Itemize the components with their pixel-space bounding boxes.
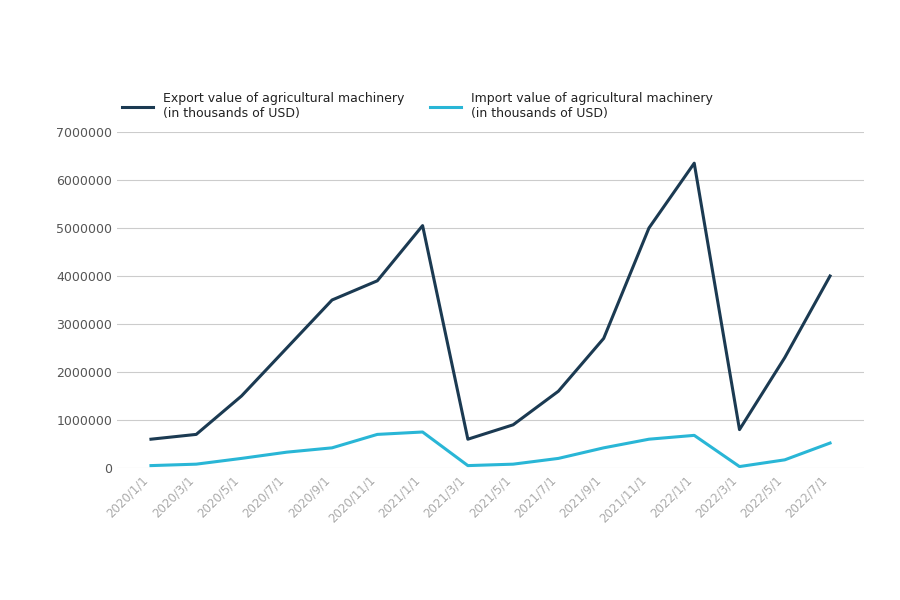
Import value of agricultural machinery
(in thousands of USD) [463,462,473,469]
Export value of agricultural machinery
(in thousands of USD) [327,296,338,304]
Import value of agricultural machinery
(in thousands of USD) [282,449,292,456]
Export value of agricultural machinery
(in thousands of USD) [418,222,428,229]
Export value of agricultural machinery
(in thousands of USD) [508,421,518,428]
Export value of agricultural machinery
(in thousands of USD) [824,272,835,280]
Export value of agricultural machinery
(in thousands of USD) [372,277,382,284]
Legend: Export value of agricultural machinery
(in thousands of USD), Import value of ag: Export value of agricultural machinery (… [117,87,718,125]
Import value of agricultural machinery
(in thousands of USD) [598,444,609,451]
Export value of agricultural machinery
(in thousands of USD) [236,392,247,400]
Export value of agricultural machinery
(in thousands of USD) [779,354,790,361]
Export value of agricultural machinery
(in thousands of USD) [688,160,699,167]
Export value of agricultural machinery
(in thousands of USD) [644,224,654,232]
Export value of agricultural machinery
(in thousands of USD) [463,436,473,443]
Import value of agricultural machinery
(in thousands of USD) [191,461,202,468]
Import value of agricultural machinery
(in thousands of USD) [508,461,518,468]
Import value of agricultural machinery
(in thousands of USD) [146,462,157,469]
Line: Import value of agricultural machinery
(in thousands of USD): Import value of agricultural machinery (… [151,432,830,467]
Import value of agricultural machinery
(in thousands of USD) [644,436,654,443]
Import value of agricultural machinery
(in thousands of USD) [418,428,428,436]
Import value of agricultural machinery
(in thousands of USD) [327,444,338,451]
Import value of agricultural machinery
(in thousands of USD) [734,463,745,470]
Export value of agricultural machinery
(in thousands of USD) [598,335,609,342]
Export value of agricultural machinery
(in thousands of USD) [282,344,292,352]
Import value of agricultural machinery
(in thousands of USD) [779,456,790,463]
Import value of agricultural machinery
(in thousands of USD) [372,431,382,438]
Import value of agricultural machinery
(in thousands of USD) [236,455,247,462]
Export value of agricultural machinery
(in thousands of USD) [553,388,563,395]
Export value of agricultural machinery
(in thousands of USD) [146,436,157,443]
Export value of agricultural machinery
(in thousands of USD) [734,426,745,433]
Import value of agricultural machinery
(in thousands of USD) [688,432,699,439]
Export value of agricultural machinery
(in thousands of USD) [191,431,202,438]
Import value of agricultural machinery
(in thousands of USD) [824,439,835,446]
Import value of agricultural machinery
(in thousands of USD) [553,455,563,462]
Line: Export value of agricultural machinery
(in thousands of USD): Export value of agricultural machinery (… [151,163,830,439]
